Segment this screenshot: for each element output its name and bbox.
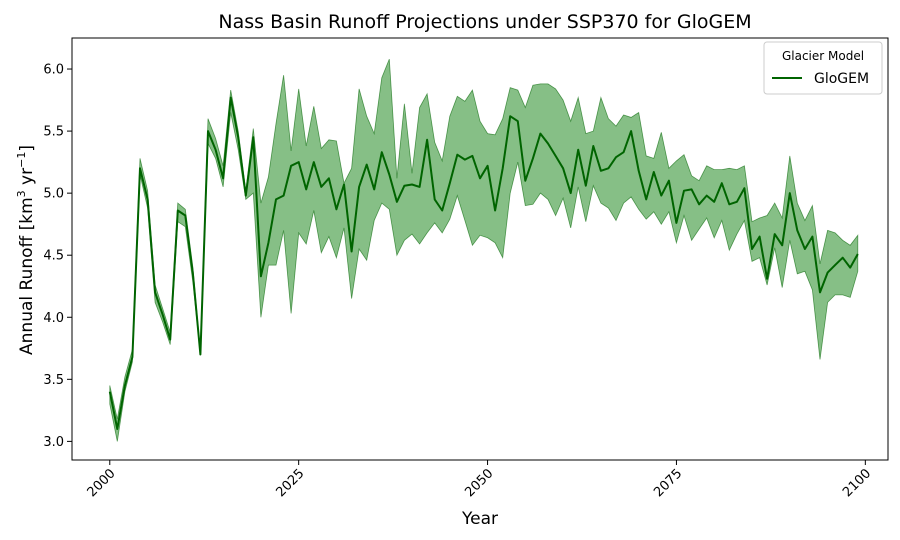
chart-title: Nass Basin Runoff Projections under SSP3… [218,11,751,33]
x-axis-label: Year [461,509,498,529]
y-axis: 3.0 3.5 4.0 4.5 5.0 5.5 6.0 [43,63,72,450]
y-tick-label: 5.5 [43,125,64,140]
legend-series-label: GloGEM [814,71,869,87]
legend-box [763,41,883,95]
y-tick-label: 6.0 [43,63,64,78]
y-tick-label: 3.5 [43,373,64,388]
x-tick-label: 2100 [840,466,874,500]
y-tick-label: 5.0 [43,187,64,202]
x-tick-label: 2075 [651,466,685,500]
y-tick-label: 4.0 [43,311,64,326]
legend-title: Glacier Model [782,49,864,63]
x-tick-label: 2050 [462,466,496,500]
plot-frame [71,37,889,461]
legend: Glacier Model GloGEM [763,41,883,95]
y-tick-label: 4.5 [43,249,64,264]
series-line-glogem [108,96,859,430]
plot-area [108,58,859,442]
x-tick-label: 2000 [85,466,119,500]
range-band-layer [109,58,859,442]
y-axis-label: Annual Runoff [km3 yr−1] [15,145,37,355]
x-tick-label: 2025 [273,466,307,500]
mean-line-layer [108,96,859,430]
y-tick-label: 3.0 [43,435,64,450]
x-axis: 2000 2025 2050 2075 2100 [85,460,874,500]
series-range-band [109,58,859,442]
